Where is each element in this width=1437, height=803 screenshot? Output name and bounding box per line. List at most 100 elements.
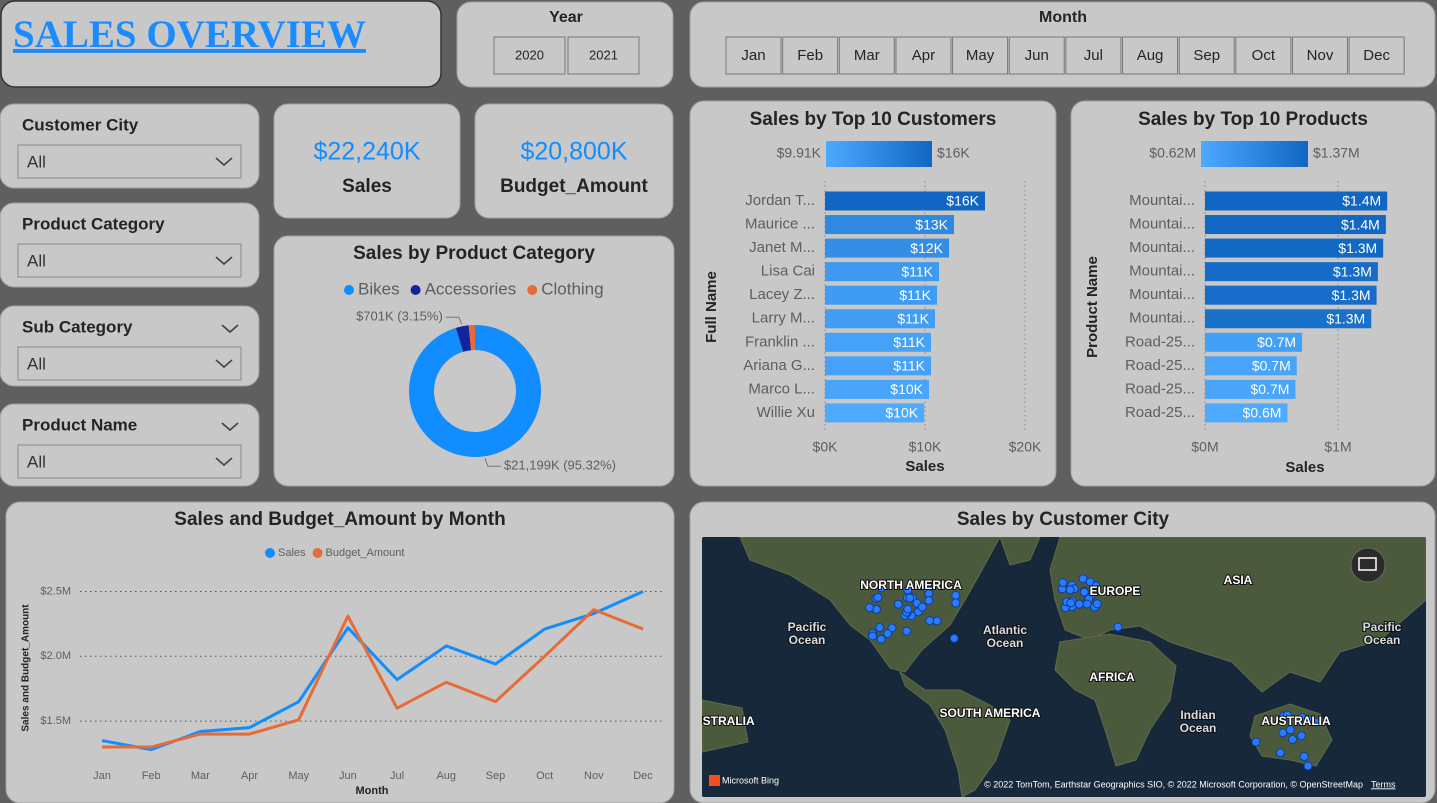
donut-value-label: $701K (3.15%) bbox=[356, 309, 443, 324]
filter-dropdown[interactable] bbox=[17, 144, 242, 179]
month-option[interactable] bbox=[1348, 36, 1405, 75]
y-category-label: Road-25... bbox=[1125, 357, 1195, 374]
month-option[interactable] bbox=[1292, 36, 1348, 75]
y-category-label: Lisa Cai bbox=[761, 263, 815, 280]
chart-panel bbox=[273, 235, 675, 487]
month-option[interactable] bbox=[1122, 36, 1179, 75]
y-category-label: Road-25... bbox=[1125, 380, 1195, 397]
map-city-marker bbox=[1113, 622, 1123, 632]
map-city-marker bbox=[1303, 761, 1313, 771]
y-category-label: Mountai... bbox=[1129, 239, 1195, 256]
map-city-marker bbox=[917, 602, 927, 612]
bar-value-label: $0.7M bbox=[1252, 358, 1291, 374]
y-category-label: Road-25... bbox=[1125, 404, 1195, 421]
color-scale-max: $1.37M bbox=[1313, 145, 1360, 161]
chart-title: Sales by Product Category bbox=[353, 243, 595, 264]
x-tick-label: Apr bbox=[241, 770, 258, 782]
filter-header-chevron bbox=[221, 324, 239, 334]
filter-label: Customer City bbox=[22, 115, 139, 134]
map-label: Atlantic bbox=[983, 623, 1027, 637]
month-option-label: Feb bbox=[797, 47, 823, 64]
dropdown-chevron bbox=[215, 157, 233, 167]
y-category-label: Janet M... bbox=[749, 239, 815, 256]
map-city-marker bbox=[903, 604, 913, 614]
map-label: AFRICA bbox=[1089, 670, 1135, 684]
chart-title: Sales and Budget_Amount by Month bbox=[174, 509, 505, 530]
month-option[interactable] bbox=[725, 36, 782, 75]
title-panel bbox=[0, 0, 442, 88]
month-option-label: Nov bbox=[1307, 47, 1334, 64]
card-label: Budget_Amount bbox=[500, 176, 648, 197]
legend-marker bbox=[527, 285, 538, 295]
map-city-marker bbox=[1074, 599, 1084, 609]
month-option[interactable] bbox=[895, 36, 952, 75]
card-label: Sales bbox=[342, 176, 392, 197]
year-option-label: 2020 bbox=[515, 47, 544, 62]
bar bbox=[825, 215, 954, 235]
bar bbox=[825, 356, 931, 376]
map-city-marker bbox=[902, 626, 912, 636]
dropdown-chevron bbox=[215, 256, 233, 266]
donut-value-label: $21,199K (95.32%) bbox=[504, 458, 616, 473]
bar-value-label: $1.3M bbox=[1326, 310, 1365, 326]
filter-dropdown[interactable] bbox=[17, 444, 242, 479]
map-terms[interactable]: Terms bbox=[1371, 779, 1396, 789]
filter-dropdown[interactable] bbox=[17, 346, 242, 381]
y-category-label: Jordan T... bbox=[745, 192, 815, 209]
legend-marker bbox=[265, 548, 275, 558]
month-option-label: Jan bbox=[741, 47, 765, 64]
map-city-marker bbox=[1092, 599, 1102, 609]
month-option-label: Jul bbox=[1084, 47, 1103, 64]
filter-value: All bbox=[27, 152, 46, 171]
month-option[interactable] bbox=[838, 36, 895, 75]
map-view: NORTH AMERICA EUROPEASIAPacificOceanAtlan… bbox=[702, 537, 1426, 797]
map-land bbox=[1049, 537, 1426, 693]
y-category-label: Mountai... bbox=[1129, 310, 1195, 327]
map-city-marker bbox=[1282, 710, 1292, 720]
y-category-label: Mountai... bbox=[1129, 263, 1195, 280]
map-city-marker bbox=[1082, 599, 1092, 609]
bar-value-label: $0.6M bbox=[1243, 405, 1282, 421]
map-label: Ocean bbox=[1180, 721, 1217, 735]
month-option[interactable] bbox=[782, 36, 839, 75]
y-category-label: Maurice ... bbox=[745, 216, 815, 233]
map-logo-icon bbox=[709, 775, 720, 786]
filter-value: All bbox=[27, 452, 46, 471]
map-label: Indian bbox=[1180, 708, 1215, 722]
year-option[interactable] bbox=[493, 36, 566, 75]
bar bbox=[1205, 191, 1388, 211]
filter-dropdown[interactable] bbox=[17, 243, 242, 278]
y-category-label: Willie Xu bbox=[757, 404, 815, 421]
map-city-marker bbox=[1303, 714, 1313, 724]
color-scale-max: $16K bbox=[937, 145, 970, 161]
y-category-label: Mountai... bbox=[1129, 192, 1195, 209]
bar-value-label: $1.4M bbox=[1342, 193, 1381, 209]
donut-slice bbox=[408, 325, 541, 457]
map-focus-button[interactable] bbox=[1350, 547, 1386, 583]
color-scale-min: $0.62M bbox=[1149, 145, 1196, 161]
map-city-marker bbox=[951, 598, 961, 608]
y-category-label: Marco L... bbox=[748, 380, 815, 397]
y-category-label: Road-25... bbox=[1125, 333, 1195, 350]
month-slicer-label: Month bbox=[1039, 9, 1087, 26]
bar-value-label: $11K bbox=[893, 358, 925, 374]
bar-value-label: $0.7M bbox=[1251, 381, 1290, 397]
chart-title: Sales by Top 10 Customers bbox=[750, 109, 997, 130]
dropdown-chevron bbox=[215, 359, 233, 369]
map-city-marker bbox=[924, 595, 934, 605]
map-city-marker bbox=[949, 633, 959, 643]
x-tick-label: $0M bbox=[1191, 439, 1218, 455]
map-city-marker bbox=[883, 629, 893, 639]
map-attribution: © 2022 TomTom, Earthstar Geographics SIO… bbox=[984, 779, 1363, 789]
x-tick-label: $0K bbox=[813, 439, 839, 455]
bar-value-label: $11K bbox=[893, 334, 925, 350]
month-option[interactable] bbox=[952, 36, 1009, 75]
year-option[interactable] bbox=[567, 36, 640, 75]
x-tick-label: Oct bbox=[536, 770, 553, 782]
month-option[interactable] bbox=[1065, 36, 1122, 75]
month-option[interactable] bbox=[1235, 36, 1292, 75]
x-tick-label: $20K bbox=[1009, 439, 1042, 455]
month-option[interactable] bbox=[1178, 36, 1235, 75]
month-option[interactable] bbox=[1008, 36, 1065, 75]
